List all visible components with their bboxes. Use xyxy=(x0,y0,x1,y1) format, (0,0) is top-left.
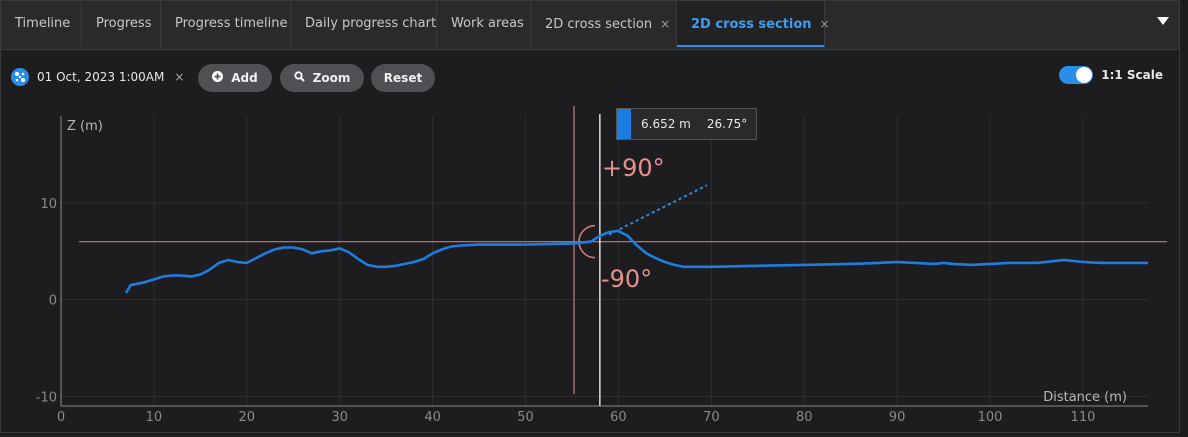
scale-control: 1:1 Scale xyxy=(1059,66,1163,84)
y-tick-label: 10 xyxy=(40,197,57,212)
tab-timeline[interactable]: Timeline xyxy=(1,1,82,47)
tab-close-icon[interactable]: × xyxy=(819,17,830,31)
plus-circle-icon xyxy=(212,71,224,85)
date-chip[interactable]: 01 Oct, 2023 1:00AM × xyxy=(11,67,184,87)
zoom-button[interactable]: Zoom xyxy=(280,64,364,92)
x-tick-label: 90 xyxy=(889,410,906,425)
tab-bar: Timeline Progress Progress timeline Dail… xyxy=(1,1,1179,50)
add-button[interactable]: Add xyxy=(198,64,272,92)
tab-label: Progress timeline xyxy=(175,16,288,31)
x-axis-label: Distance (m) xyxy=(1043,390,1127,405)
x-tick-label: 60 xyxy=(610,410,627,425)
x-tick-label: 30 xyxy=(331,410,348,425)
tab-close-icon[interactable]: × xyxy=(660,17,671,31)
x-tick-label: 20 xyxy=(239,410,256,425)
scale-label: 1:1 Scale xyxy=(1101,68,1163,82)
magnifier-icon xyxy=(294,71,305,85)
tab-label: Work areas xyxy=(451,16,524,31)
tab-daily-progress-chart[interactable]: Daily progress chart xyxy=(291,1,437,47)
profile-line xyxy=(124,229,1148,294)
x-tick-label: 0 xyxy=(57,410,65,425)
x-tick-label: 100 xyxy=(978,410,1003,425)
date-close-icon[interactable]: × xyxy=(174,70,185,84)
reset-button[interactable]: Reset xyxy=(371,64,435,92)
x-tick-label: 70 xyxy=(703,410,720,425)
y-tick-label: -10 xyxy=(36,390,57,405)
x-tick-label: 40 xyxy=(424,410,441,425)
tooltip-swatch xyxy=(617,109,631,139)
tooltip-angle: 26.75° xyxy=(706,117,748,131)
tab-progress-timeline[interactable]: Progress timeline xyxy=(161,1,291,47)
scale-toggle[interactable] xyxy=(1059,66,1094,84)
x-tick-label: 80 xyxy=(796,410,813,425)
angle-minus-label: -90° xyxy=(601,265,653,293)
x-tick-label: 110 xyxy=(1071,410,1096,425)
date-label: 01 Oct, 2023 1:00AM xyxy=(37,70,165,84)
measurement-tooltip: 6.652 m 26.75° xyxy=(616,108,757,140)
tab-label: 2D cross section xyxy=(545,17,653,32)
x-tick-label: 10 xyxy=(146,410,163,425)
tab-work-areas[interactable]: Work areas xyxy=(437,1,531,47)
tabs-dropdown-icon[interactable] xyxy=(1157,17,1169,25)
tab-2d-cross-section[interactable]: 2D cross section × xyxy=(531,1,677,47)
tab-label: Daily progress chart xyxy=(305,16,437,31)
x-tick-label: 50 xyxy=(517,410,534,425)
tab-progress[interactable]: Progress xyxy=(82,1,161,47)
tab-label: Progress xyxy=(96,16,152,31)
y-tick-label: 0 xyxy=(49,294,57,309)
tab-label: 2D cross section xyxy=(691,17,812,32)
angle-plus-label: +90° xyxy=(602,154,665,182)
add-label: Add xyxy=(231,71,258,85)
reset-label: Reset xyxy=(383,71,423,85)
y-axis-label: Z (m) xyxy=(67,119,103,134)
zoom-label: Zoom xyxy=(312,71,351,85)
tab-label: Timeline xyxy=(15,16,71,31)
tab-2d-cross-section-active[interactable]: 2D cross section × xyxy=(677,1,830,47)
slope-line xyxy=(608,184,708,236)
drone-icon xyxy=(11,68,29,86)
tooltip-distance: 6.652 m xyxy=(641,117,691,131)
angle-guides xyxy=(79,106,1167,406)
